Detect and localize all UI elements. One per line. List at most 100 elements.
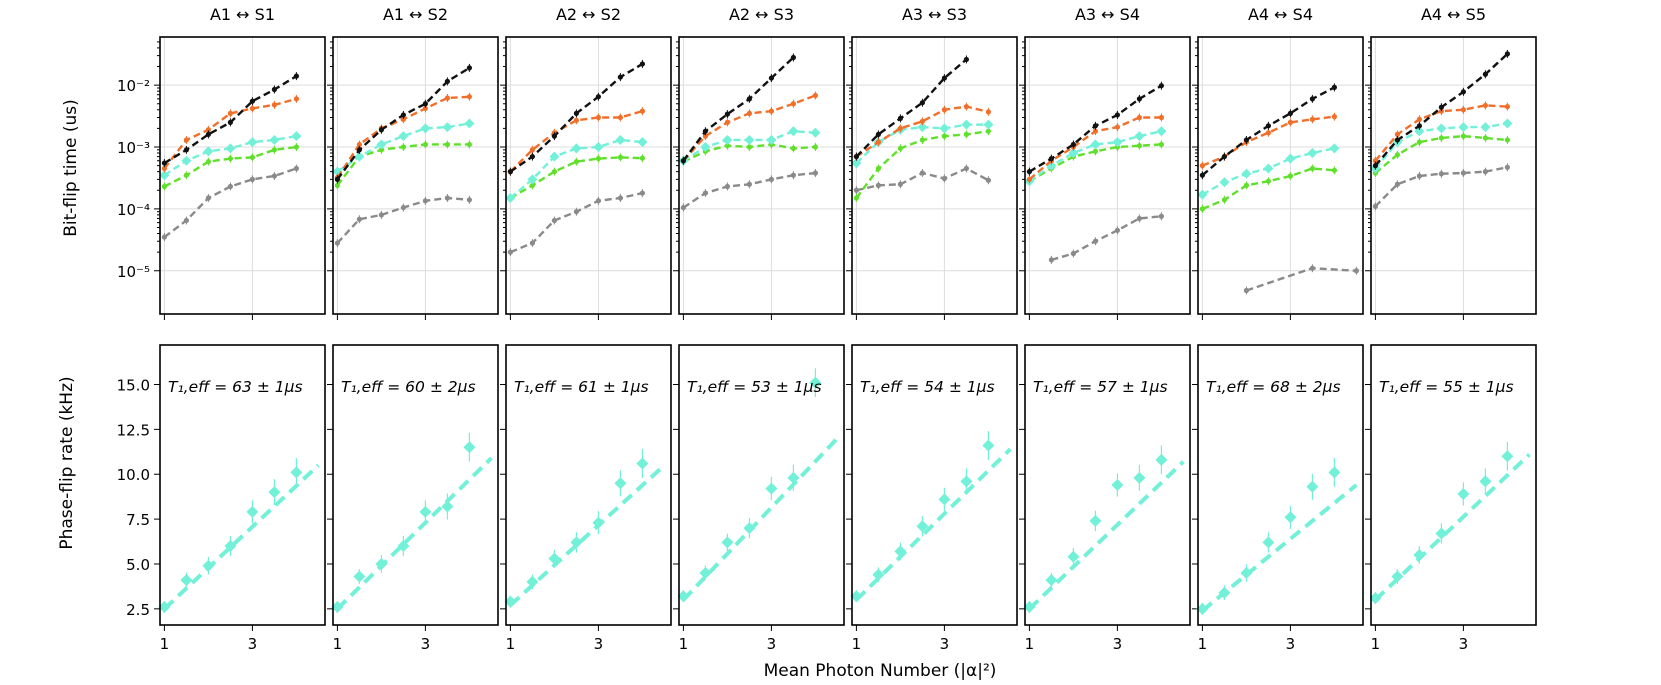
data-point [1092,128,1098,134]
data-point [1134,131,1145,142]
panel-2: A1 ↔ S2 1 3 T₁,eff = 60 ± 2μs [327,5,499,653]
data-point [505,192,516,203]
data-point [1285,153,1296,164]
data-point [1219,177,1230,188]
data-point [442,122,453,133]
data-point [1309,96,1315,102]
data-point [466,197,472,203]
phase-flip-subplot: 1 3 T₁,eff = 68 ± 2μs [1192,344,1364,653]
data-point [161,234,167,240]
data-point [441,500,454,513]
data-point [897,125,904,131]
data-point [812,170,819,176]
fit-line [509,463,666,607]
data-point [939,123,950,134]
data-point [1372,158,1378,164]
data-point [615,134,626,145]
data-point [1416,123,1422,129]
data-point [463,441,476,454]
data-point [293,165,299,172]
data-point [249,105,255,112]
series-line-gray [682,171,816,209]
data-point [1136,114,1142,121]
phase-flip-frame [678,344,845,626]
data-point [1070,141,1076,148]
y-tick-label: 5.0 [126,556,150,574]
data-point [378,127,384,133]
data-point [205,159,211,165]
data-point [400,144,406,150]
data-point [1504,164,1510,170]
data-point [790,54,797,61]
data-point [790,145,797,151]
data-point [639,190,646,196]
data-point [894,545,907,558]
data-point [1287,119,1293,125]
data-point [1306,480,1319,493]
data-point [963,104,970,110]
data-point [290,466,303,479]
data-point [1155,453,1168,466]
t1-eff-annotation: T₁,eff = 54 ± 1μs [860,378,995,396]
data-point [1067,550,1080,563]
data-point [354,151,365,162]
data-point [1479,475,1492,488]
data-point [595,198,602,204]
data-point [700,142,711,153]
y-tick-label: 15.0 [117,376,150,394]
data-point [224,540,237,553]
y-tick-label: 12.5 [117,421,150,439]
panel-3: A2 ↔ S2 1 3 T₁,eff = 61 ± 1μs [500,5,672,653]
data-point [202,559,215,572]
data-point [249,98,255,104]
data-point [334,176,340,182]
data-point [1048,257,1054,263]
data-point [743,522,756,535]
series-line-green [1201,167,1335,210]
data-point [246,505,259,518]
bit-flip-subplot [1192,36,1364,320]
panel-4: A2 ↔ S3 1 3 T₁,eff = 53 ± 1μs [673,5,845,653]
data-point [850,590,863,603]
data-point [1331,167,1337,173]
data-point [444,195,450,201]
data-point [161,165,167,172]
data-point [183,137,189,143]
data-point [293,73,299,79]
bit-flip-frame [1370,36,1537,315]
data-point [617,195,624,201]
data-point [617,154,624,160]
fit-line [1201,483,1358,613]
data-point [1199,206,1205,212]
data-point [1309,116,1315,122]
data-point [985,128,992,134]
data-point [548,552,561,565]
y-tick-label: 2.5 [126,601,150,619]
data-point [680,204,687,211]
data-point [422,105,428,112]
data-point [1221,197,1227,203]
data-point [271,86,277,93]
data-point [1394,131,1400,137]
bottom-y-axis-label: Phase-flip rate (kHz) [57,376,77,549]
data-point [1504,137,1510,143]
data-point [722,134,733,145]
data-point [375,557,388,570]
data-point [444,95,450,101]
data-point [1457,487,1470,500]
x-tick-label: 3 [421,635,431,653]
data-point [1307,148,1318,159]
panel-8: A4 ↔ S5 1 3 T₁,eff = 55 ± 1μs [1365,5,1537,653]
data-point [724,183,731,190]
data-point [617,114,624,121]
x-tick-label: 1 [333,635,343,653]
data-point [746,110,753,116]
t1-eff-annotation: T₁,eff = 60 ± 2μs [341,378,476,396]
data-point [529,182,536,188]
data-point [334,182,340,188]
data-point [1436,123,1447,134]
data-point [1026,169,1032,175]
data-point [1394,137,1400,143]
x-tick-label: 3 [1286,635,1296,653]
